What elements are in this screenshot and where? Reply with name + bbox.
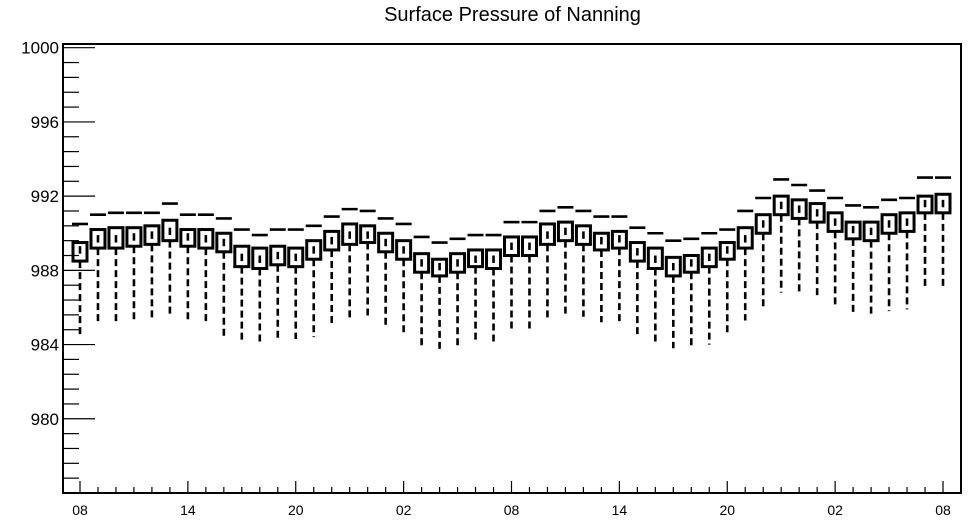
y-tick-label: 984 [31,336,59,355]
box-item [413,235,431,347]
box-item [431,241,449,351]
box-item [215,217,233,340]
y-tick-label: 1000 [21,39,59,58]
box-item [700,231,718,345]
box-item [790,183,808,295]
y-tick-label: 988 [31,261,59,280]
box-item [485,233,503,343]
box-item [862,205,880,315]
box-item [161,202,179,315]
x-tick-label: 08 [935,502,951,518]
y-tick-label: 980 [31,410,59,429]
box-item [71,222,89,336]
box-item [916,176,934,289]
box-item [844,204,862,315]
box-item [556,205,574,317]
box-item [682,237,700,349]
box-item [934,176,952,289]
box-item [305,224,323,338]
chart-title: Surface Pressure of Nanning [384,4,641,26]
box-item [772,178,790,293]
x-tick-label: 02 [827,502,843,518]
box-item [628,226,646,336]
box-item [520,220,538,330]
box-item [269,228,287,340]
x-tick-label: 08 [72,502,88,518]
box-item [808,189,826,299]
x-tick-label: 20 [288,502,304,518]
x-tick-label: 14 [612,502,628,518]
box-item [646,231,664,343]
box-item [395,222,413,336]
box-item [233,228,251,343]
box-item [287,228,305,340]
box-item [538,209,556,319]
box-item [107,211,125,323]
box-item [377,217,395,327]
box-item [125,211,143,321]
box-item [359,209,377,319]
x-tick-label: 08 [504,502,520,518]
box-item [89,213,107,323]
x-tick-label: 02 [396,502,412,518]
box-item [736,209,754,321]
box-item [610,215,628,325]
box-item [503,220,520,330]
box-item [143,211,161,321]
box-item [341,207,359,319]
box-item [197,213,215,323]
y-tick-label: 992 [31,187,59,206]
box-item [323,215,341,327]
box-item [251,233,269,345]
box-item [826,196,844,308]
box-item [467,233,485,343]
box-item [574,209,592,317]
box-item [449,237,467,349]
x-tick-label: 14 [180,502,196,518]
box-item [179,213,197,323]
box-item [898,196,916,310]
box-item [754,196,772,308]
box-item [880,198,898,312]
y-tick-label: 996 [31,113,59,132]
x-tick-label: 20 [719,502,735,518]
box-item [592,215,610,323]
box-item [718,228,736,334]
box-item [664,239,682,349]
